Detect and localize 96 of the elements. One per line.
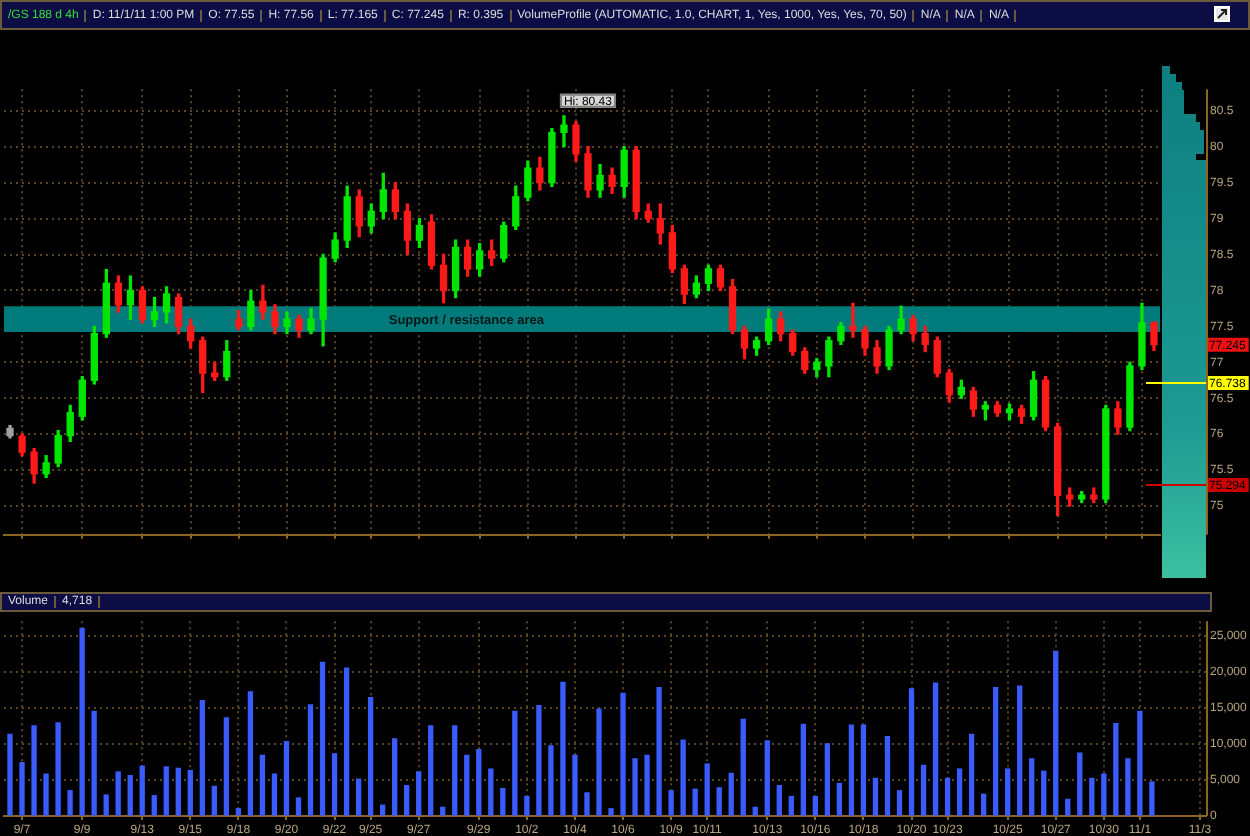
bar (1137, 710, 1143, 816)
bar (980, 793, 987, 816)
bar (199, 699, 205, 816)
bar (692, 788, 698, 816)
bar (1029, 758, 1035, 816)
bar (740, 718, 746, 816)
bar (7, 733, 13, 816)
bar (656, 686, 662, 816)
bar (151, 795, 157, 816)
bar (19, 761, 25, 816)
bar (464, 754, 470, 816)
bar (884, 735, 891, 816)
bar (932, 682, 939, 816)
bar (440, 806, 446, 816)
bar (67, 790, 73, 816)
bar (776, 785, 782, 816)
bar (704, 763, 710, 816)
bar (31, 725, 37, 816)
bar (175, 767, 181, 816)
bar (163, 766, 169, 816)
bar (91, 710, 97, 816)
bar (259, 754, 266, 816)
bar (79, 627, 85, 816)
bar (680, 739, 686, 816)
bar (644, 754, 650, 816)
bar (524, 795, 530, 816)
bar (319, 661, 326, 816)
bar (187, 769, 193, 816)
bar (1113, 722, 1119, 816)
bar (1041, 770, 1047, 816)
bar (848, 724, 855, 816)
bar (283, 741, 290, 816)
bar (596, 708, 602, 816)
bar (668, 790, 674, 816)
bar (416, 771, 422, 816)
bar (452, 725, 458, 816)
bar (307, 704, 314, 816)
bar (608, 808, 614, 816)
bar (127, 774, 133, 816)
bar (55, 722, 61, 816)
bar (944, 777, 951, 816)
bar (956, 768, 963, 816)
bar (488, 768, 494, 816)
bar (115, 771, 121, 816)
bar (223, 717, 230, 816)
bar (920, 764, 927, 816)
bar (271, 773, 278, 816)
bar (428, 725, 434, 816)
bar (1101, 773, 1107, 816)
bar (343, 667, 350, 816)
bar (860, 724, 867, 816)
bar (788, 795, 794, 816)
bar (896, 790, 903, 816)
bar (752, 806, 758, 816)
bar (476, 748, 482, 816)
bar (295, 797, 302, 816)
bar (331, 753, 338, 816)
bar (247, 691, 254, 816)
bar (367, 697, 374, 816)
bar (968, 733, 975, 816)
bar (235, 808, 242, 816)
bar (764, 740, 770, 816)
bar (1053, 650, 1059, 816)
bar (391, 738, 398, 816)
bar (572, 754, 578, 816)
bar (632, 758, 638, 816)
bar (1017, 685, 1023, 816)
bar (1125, 758, 1131, 816)
bar (824, 743, 831, 816)
bar (500, 787, 506, 816)
bar (716, 787, 722, 816)
bar (103, 794, 109, 816)
bar (43, 773, 49, 816)
bar (379, 804, 386, 816)
bar (992, 686, 999, 816)
bar (1077, 752, 1083, 816)
bar (512, 710, 518, 816)
bar (620, 692, 626, 816)
bar (800, 723, 806, 816)
bar (355, 778, 362, 816)
bar (1005, 768, 1011, 816)
bar (536, 704, 542, 816)
bar (836, 782, 843, 816)
bar (548, 745, 554, 816)
bar (211, 785, 218, 816)
bar (560, 681, 566, 816)
bar (1149, 781, 1155, 816)
bar (139, 765, 145, 816)
bar (584, 792, 590, 816)
bar (404, 785, 410, 816)
bar (728, 772, 734, 816)
bar (908, 688, 915, 816)
bar (1089, 777, 1095, 816)
bar (812, 795, 819, 816)
bar (872, 777, 879, 816)
bar (1065, 798, 1071, 816)
